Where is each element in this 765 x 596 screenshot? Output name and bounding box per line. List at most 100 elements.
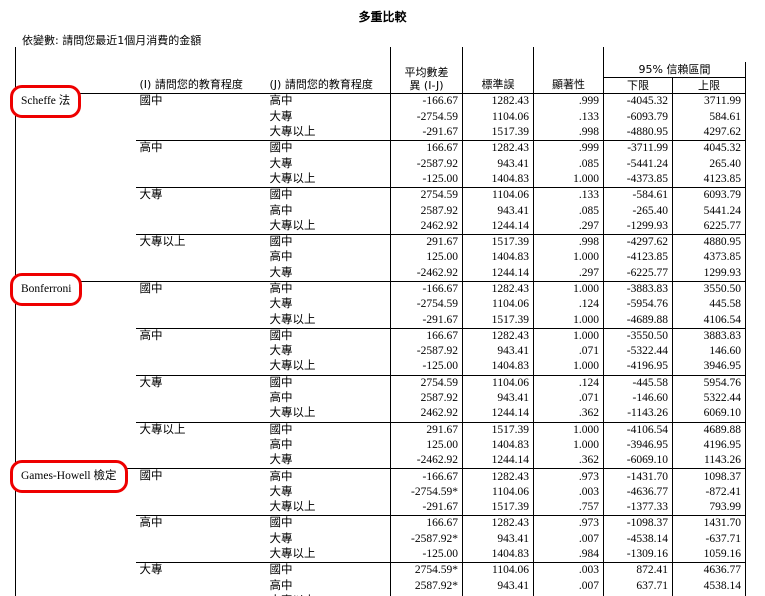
table-row: 高中 125.00 1404.83 1.000 -3946.95 4196.95 [16, 437, 746, 454]
j-level: 大專 [269, 266, 293, 279]
value-cell: 1104.06 [462, 484, 534, 501]
value-cell: -2462.92 [390, 265, 463, 282]
table-row: 大專以上 -125.00 1404.83 1.000 -4373.85 4123.85 [16, 171, 746, 188]
value-cell: .003 [533, 484, 604, 501]
value-cell: .124 [533, 297, 604, 313]
j-level: 高中 [269, 392, 293, 405]
table-row: 高中 國中 166.67 1282.43 1.000 -3550.50 3883.83 [16, 327, 746, 376]
value-cell: 5322.44 [672, 390, 746, 407]
i-level: 高中 [135, 327, 266, 376]
value-cell: 1404.83 [462, 171, 534, 188]
value-cell: 793.99 [672, 500, 746, 516]
j-level: 國中 [265, 233, 391, 251]
value-cell: 943.41 [462, 390, 534, 407]
value-cell: .003 [533, 562, 604, 579]
value-cell: -872.41 [672, 484, 746, 501]
header-mean-diff: 平均數差異 (I-J) [390, 47, 463, 94]
table-row: 大專 -2462.92 1244.14.362 -6069.10 1143.26 [16, 453, 746, 469]
value-cell: -4106.54 [603, 421, 673, 438]
value-cell: 1517.39 [462, 124, 534, 141]
value-cell: -146.60 [603, 390, 673, 407]
value-cell: -125.00 [390, 171, 463, 188]
value-cell: -4297.62 [603, 233, 673, 251]
value-cell: 4636.77 [672, 562, 746, 579]
value-cell: 1104.06 [462, 562, 534, 579]
value-cell: .007 [533, 531, 604, 547]
value-cell: 1244.14 [462, 406, 534, 423]
j-level: 大專 [269, 532, 293, 545]
value-cell: 2754.59 [390, 374, 463, 391]
table-row: Bonferroni 國中 高中 -166.67 1282.43 1.000 -3883.8… [10, 272, 746, 469]
value-cell: -4045.32 [603, 93, 673, 110]
table-row: 高中 國中 166.67 1282.43.999 -3711.99 4045.32 [16, 140, 746, 188]
value-cell: -4689.88 [603, 312, 673, 329]
value-cell: 943.41 [462, 578, 534, 594]
j-level: 高中 [269, 438, 293, 451]
value-cell: 2462.92 [390, 406, 463, 423]
multiple-comparisons-table: (I) 請問您的教育程度 (J) 請問您的教育程度 平均數差異 (I-J) 標準誤… [10, 47, 746, 596]
value-cell: 637.71 [603, 578, 673, 594]
value-cell: .007 [533, 593, 604, 596]
value-cell: 1244.14 [462, 265, 534, 282]
table-row: 大專以上 -291.67 1517.39 1.000 -4689.88 4106.54 [16, 312, 746, 329]
value-cell: 1282.43 [462, 468, 534, 485]
value-cell: -3883.83 [603, 280, 673, 298]
value-cell: .973 [533, 515, 604, 532]
value-cell: 1.000 [533, 359, 604, 376]
j-level: 大專 [269, 298, 293, 311]
value-cell: .973 [533, 468, 604, 485]
j-level: 國中 [265, 374, 391, 391]
value-cell: 2754.59* [390, 562, 463, 579]
j-level: 高中 [265, 280, 391, 298]
header-i: (I) 請問您的教育程度 [139, 78, 243, 92]
j-level: 大專 [269, 345, 293, 358]
value-cell: .007 [533, 578, 604, 594]
i-level: 國中 [135, 93, 266, 141]
value-cell: -291.67 [390, 124, 463, 141]
i-level: 大專 [135, 562, 266, 596]
value-cell: 1431.70 [672, 515, 746, 532]
value-cell: 1282.43 [462, 327, 534, 345]
value-cell: .999 [533, 93, 604, 110]
table-row: 大專 國中 2754.59* 1104.06.003 872.41 4636.77 [16, 562, 746, 596]
table-row: 大專以上 2462.92 1244.14.297 -1299.93 6225.77 [16, 218, 746, 235]
value-cell: -291.67 [390, 312, 463, 329]
value-cell: .085 [533, 203, 604, 219]
value-cell: 1098.37 [672, 468, 746, 485]
value-cell: -265.40 [603, 203, 673, 219]
value-cell: -4373.85 [603, 171, 673, 188]
table-row: 大專以上 -291.67 1517.39.757 -1377.33 793.99 [16, 500, 746, 516]
table-row: 大專以上 -125.00 1404.83.984 -1309.16 1059.16 [16, 546, 746, 563]
value-cell: 3883.83 [672, 327, 746, 345]
table-row: 大專以上 國中 291.67 1517.39 1.000 -4106.54 4689.88 [16, 421, 746, 469]
i-level: 高中 [135, 140, 266, 188]
value-cell: -2754.59 [390, 297, 463, 313]
table-title: 多重比較 [358, 10, 407, 24]
value-cell: 1404.83 [462, 250, 534, 266]
value-cell: 166.67 [390, 140, 463, 157]
value-cell: -1377.33 [603, 500, 673, 516]
i-level: 國中 [135, 468, 266, 516]
value-cell: .984 [533, 546, 604, 563]
header-ci: 95% 信賴區間 [603, 62, 746, 78]
value-cell: 445.58 [672, 297, 746, 313]
j-level: 國中 [265, 421, 391, 438]
value-cell: -445.58 [603, 374, 673, 391]
j-level: 大專以上 [269, 313, 316, 326]
value-cell: 1.000 [533, 312, 604, 329]
header-se: 標準誤 [462, 47, 534, 94]
table-row: 高中 國中 166.67 1282.43.973 -1098.37 1431.70 [16, 515, 746, 563]
value-cell: -1143.26 [603, 406, 673, 423]
value-cell: -5441.24 [603, 156, 673, 172]
value-cell: .998 [533, 124, 604, 141]
value-cell: 943.41 [462, 203, 534, 219]
value-cell: 4297.62 [672, 124, 746, 141]
value-cell: -3946.95 [603, 437, 673, 454]
method-name: Games-Howell 檢定 [10, 460, 128, 494]
value-cell: 4689.88 [672, 421, 746, 438]
i-level: 國中 [135, 280, 266, 329]
value-cell: 2462.92 [390, 218, 463, 235]
value-cell: -166.67 [390, 468, 463, 485]
value-cell: 1517.39 [462, 233, 534, 251]
j-level: 高中 [269, 204, 293, 217]
